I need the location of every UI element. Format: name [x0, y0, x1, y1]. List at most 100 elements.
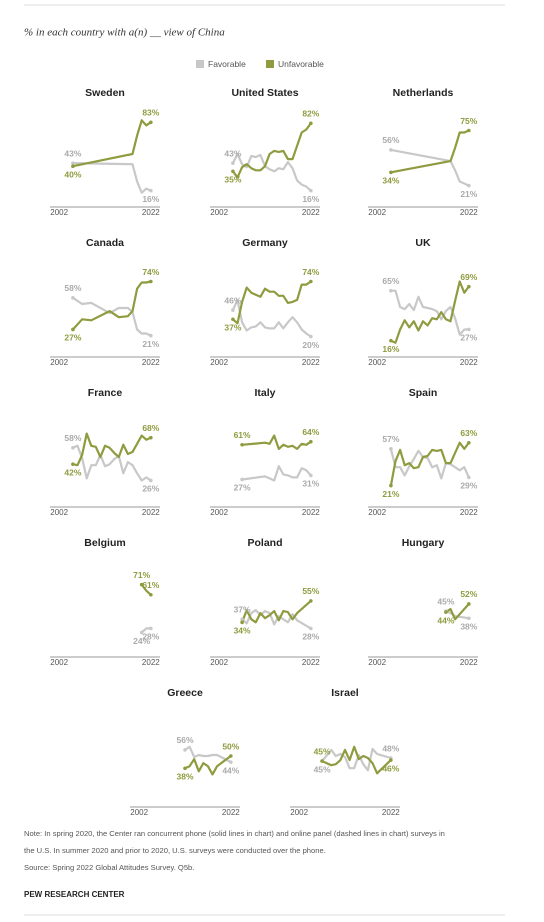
- endpoint: [309, 439, 313, 444]
- data-label: 21%: [460, 189, 477, 199]
- panel-title: France: [88, 387, 123, 399]
- endpoint: [149, 120, 153, 125]
- note: the U.S. In summer 2020 and prior to 202…: [24, 846, 326, 855]
- data-label: 63%: [460, 428, 477, 438]
- data-label: 34%: [234, 626, 251, 636]
- data-label: 46%: [382, 763, 399, 773]
- endpoint: [309, 599, 313, 603]
- x-tick-label: 2002: [368, 208, 386, 217]
- panel-title: Germany: [242, 237, 288, 249]
- endpoint: [389, 483, 393, 488]
- endpoint: [240, 442, 244, 447]
- data-label: 37%: [234, 605, 251, 615]
- endpoint: [149, 279, 153, 284]
- x-tick-label: 2002: [130, 808, 148, 817]
- endpoint: [389, 447, 393, 451]
- x-tick-label: 2022: [142, 658, 160, 667]
- x-tick-label: 2022: [460, 658, 478, 667]
- data-label: 34%: [382, 176, 399, 186]
- x-tick-label: 2022: [222, 808, 240, 817]
- panel-title: Canada: [86, 237, 124, 249]
- endpoint: [149, 592, 153, 597]
- note: Note: In spring 2020, the Center ran con…: [24, 829, 445, 838]
- series-line: [72, 432, 152, 467]
- endpoint: [467, 183, 471, 188]
- x-tick-label: 2022: [460, 208, 478, 217]
- endpoint: [467, 475, 471, 480]
- data-label: 27%: [234, 483, 251, 493]
- endpoint: [71, 327, 75, 332]
- endpoint: [467, 327, 471, 332]
- data-label: 16%: [382, 344, 399, 354]
- endpoint: [231, 169, 235, 174]
- data-label: 40%: [64, 169, 81, 179]
- x-tick-label: 2002: [368, 358, 386, 367]
- data-label: 28%: [142, 632, 159, 642]
- endpoint: [149, 333, 153, 338]
- data-label: 26%: [142, 484, 159, 494]
- x-tick-label: 2002: [50, 508, 68, 517]
- endpoint: [149, 478, 153, 483]
- x-tick-label: 2022: [302, 208, 320, 217]
- data-label: 44%: [222, 765, 239, 775]
- series-line: [390, 148, 470, 187]
- endpoint: [467, 284, 471, 289]
- data-label: 58%: [64, 283, 81, 293]
- legend-label: Favorable: [208, 59, 246, 69]
- series-line: [241, 465, 312, 482]
- panel-title: Belgium: [84, 537, 125, 549]
- data-label: 24%: [133, 636, 150, 646]
- x-tick-label: 2022: [460, 358, 478, 367]
- endpoint: [389, 288, 393, 293]
- panel-title: Netherlands: [393, 87, 454, 99]
- endpoint: [149, 435, 153, 440]
- x-tick-label: 2022: [382, 808, 400, 817]
- series-line: [241, 600, 312, 624]
- x-tick-label: 2002: [368, 508, 386, 517]
- x-tick-label: 2002: [368, 658, 386, 667]
- endpoint: [71, 296, 75, 300]
- series-line: [72, 444, 152, 482]
- endpoint: [389, 170, 393, 175]
- panel-title: Poland: [247, 537, 282, 549]
- endpoint: [467, 616, 471, 621]
- data-label: 37%: [224, 323, 241, 333]
- data-label: 27%: [460, 333, 477, 343]
- x-tick-label: 2002: [50, 358, 68, 367]
- endpoint: [309, 121, 313, 126]
- series-line: [321, 747, 392, 772]
- data-label: 16%: [142, 194, 159, 204]
- data-label: 46%: [224, 295, 241, 305]
- endpoint: [389, 338, 393, 343]
- endpoint: [71, 446, 75, 450]
- legend-swatch: [266, 60, 274, 68]
- panel-title: Sweden: [85, 87, 125, 99]
- endpoint: [389, 148, 393, 152]
- endpoint: [71, 161, 75, 165]
- series-line: [72, 296, 152, 337]
- endpoint: [231, 161, 235, 165]
- endpoint: [231, 317, 235, 322]
- x-tick-label: 2002: [50, 208, 68, 217]
- data-label: 31%: [302, 479, 319, 489]
- series-line: [231, 298, 312, 338]
- x-tick-label: 2022: [302, 658, 320, 667]
- endpoint: [183, 748, 187, 752]
- endpoint: [71, 164, 75, 168]
- data-label: 38%: [176, 771, 193, 781]
- x-tick-label: 2022: [142, 358, 160, 367]
- data-label: 58%: [64, 433, 81, 443]
- x-tick-label: 2022: [302, 358, 320, 367]
- series-line: [389, 441, 470, 486]
- endpoint: [139, 630, 144, 635]
- endpoint: [309, 188, 313, 193]
- endpoint: [229, 760, 233, 764]
- panel-title: Spain: [409, 387, 438, 399]
- data-label: 20%: [302, 340, 319, 350]
- x-tick-label: 2022: [460, 508, 478, 517]
- data-label: 56%: [382, 135, 399, 145]
- series-line: [445, 603, 470, 621]
- endpoint: [309, 626, 313, 631]
- endpoint: [149, 188, 153, 193]
